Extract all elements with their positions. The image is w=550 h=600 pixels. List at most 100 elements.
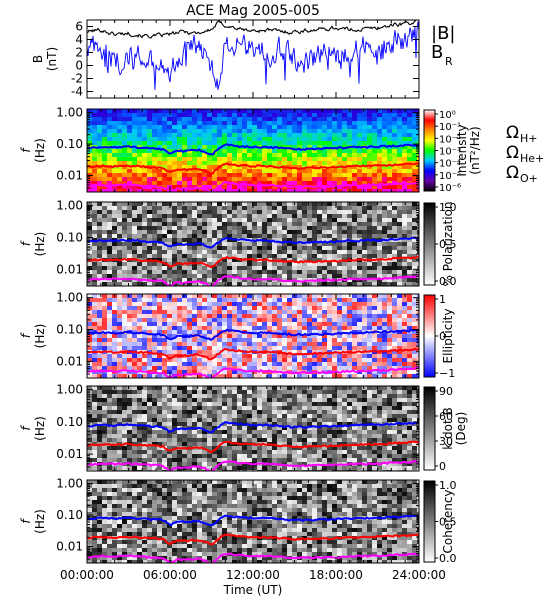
panel--polarization: 1.00 0.10 0.01 f (Hz) 1.0 0.5 0.0% Polarization: [19, 199, 457, 288]
y-axis-label: f: [19, 240, 33, 246]
spectrogram-image: [87, 386, 419, 471]
colorbar-label: k dot B: [441, 407, 455, 449]
x-tick-label: 00:00:00: [60, 568, 114, 582]
colorbar-tick-label: 1.0: [439, 201, 457, 214]
colorbar-tick-label: 10⁻⁴: [439, 159, 461, 170]
gyro-line-heplus: [87, 533, 419, 546]
y-tick-label: 0.01: [56, 354, 83, 368]
colorbar-tick-label: 10⁻⁵: [439, 171, 461, 182]
plot-frame: [86, 19, 420, 99]
y-tick-label: 2: [75, 46, 83, 60]
colorbar: [423, 294, 436, 378]
colorbar-unit: (nT²/Hz): [468, 126, 482, 174]
colorbar-tick-label: −1: [439, 367, 455, 380]
legend-b-r: B: [431, 42, 443, 63]
legend-omega-0: Ω: [506, 123, 519, 143]
gyro-line-oplus: [87, 552, 419, 563]
y-axis-label: f: [19, 332, 33, 338]
colorbar-tick-label: 0.5: [439, 516, 457, 529]
colorbar-tick-label: 10⁻⁶: [439, 183, 461, 194]
gyro-line-heplus: [87, 162, 419, 175]
y-axis-unit: (Hz): [33, 509, 47, 534]
colorbar-label: Ellipticity: [441, 309, 455, 364]
colorbar-tick-label: 30: [439, 435, 453, 448]
x-tick-label: 18:00:00: [309, 568, 363, 582]
spectrogram-image: [87, 294, 419, 378]
y-tick-label: 0.01: [56, 169, 83, 183]
y-axis-unit: (Hz): [33, 416, 47, 441]
colorbar: [423, 202, 436, 286]
gyro-line-hplus: [87, 421, 419, 434]
y-axis-unit: (nT): [45, 47, 59, 71]
x-tick-label: 12:00:00: [226, 568, 280, 582]
y-tick-label: 0.10: [56, 322, 83, 336]
y-tick-label: 1.00: [56, 383, 83, 397]
gyro-line-hplus: [87, 514, 419, 527]
gyro-line-oplus: [87, 366, 419, 378]
x-axis-label: Time (UT): [223, 583, 283, 597]
colorbar-tick-label: 0.0: [439, 552, 457, 565]
y-tick-label: 6: [75, 20, 83, 34]
y-tick-label: 1.00: [56, 477, 83, 491]
gyro-line-heplus: [87, 255, 419, 269]
colorbar-tick-label: 0: [439, 460, 446, 473]
y-tick-label: 0.10: [56, 230, 83, 244]
line-area: [87, 20, 419, 90]
colorbar-tick-label: 1.0: [439, 479, 457, 492]
gyro-line-oplus: [87, 459, 419, 471]
y-axis-label: B: [31, 55, 45, 63]
y-axis-label: f: [19, 147, 33, 153]
y-axis-label: f: [19, 425, 33, 431]
gyro-line-oplus: [87, 180, 419, 192]
colorbar-label: Coherency: [441, 489, 455, 553]
legend-omega-1: Ω: [506, 143, 519, 163]
y-tick-label: 0.10: [56, 137, 83, 151]
spectrogram-image: [87, 202, 419, 286]
legend-b-magnitude: |B|: [431, 23, 455, 44]
y-axis-unit: (Hz): [33, 232, 47, 257]
y-axis-unit: (Hz): [33, 138, 47, 163]
gyro-line-heplus: [87, 347, 419, 361]
y-tick-label: 0: [75, 59, 83, 73]
colorbar-label: Intensity: [455, 124, 469, 176]
panel-k-dot-b: 1.00 0.10 0.01 f (Hz) 90 60 30 0 k dot B (Deg): [19, 383, 468, 473]
series-line-1: [87, 21, 419, 90]
colorbar-tick-label: 0.5: [439, 238, 457, 251]
y-tick-label: 1.00: [56, 106, 83, 120]
panel-ellipticity: 1.00 0.10 0.01 f (Hz) 1 0 −1 Ellipticity: [19, 291, 455, 380]
x-axis: 00:00:00 06:00:00 12:00:00 18:00:00 24:00:00: [60, 20, 446, 582]
colorbar-tick-label: 10⁻³: [439, 147, 461, 158]
y-tick-label: 1.00: [56, 199, 83, 213]
spectrogram-image: [87, 109, 419, 192]
y-tick-label: 0.10: [56, 508, 83, 522]
gyro-legend: Ω H+Ω He+Ω O+: [506, 123, 544, 185]
legend-omega-2: Ω: [506, 163, 519, 183]
colorbar-tick-label: 0.0: [439, 275, 457, 288]
y-tick-label: 4: [75, 33, 83, 47]
gyro-line-oplus: [87, 274, 419, 286]
gyro-line-hplus: [87, 236, 419, 249]
y-tick-label: 0.01: [56, 262, 83, 276]
colorbar-label: % Polarization: [441, 202, 455, 287]
chart-title: ACE Mag 2005-005: [186, 3, 320, 19]
legend-omega-subscript-2: O+: [520, 172, 538, 185]
legend-omega-subscript-0: H+: [520, 132, 538, 145]
y-tick-label: 0.01: [56, 447, 83, 461]
colorbar-tick-label: 90: [439, 385, 453, 398]
colorbar: [423, 109, 436, 192]
legend-b-r-subscript: R: [445, 55, 453, 68]
y-tick-label: -2: [71, 72, 83, 86]
colorbar-tick-label: 0: [439, 330, 446, 343]
x-tick-label: 24:00:00: [392, 568, 446, 582]
gyro-line-heplus: [87, 440, 419, 454]
colorbar-tick-label: 10⁰: [439, 110, 456, 121]
spectrogram-image: [87, 480, 419, 563]
colorbar-unit: (Deg): [454, 412, 468, 446]
colorbar-tick-label: 1: [439, 293, 446, 306]
gyro-line-hplus: [87, 142, 419, 156]
gyro-line-hplus: [87, 328, 419, 341]
